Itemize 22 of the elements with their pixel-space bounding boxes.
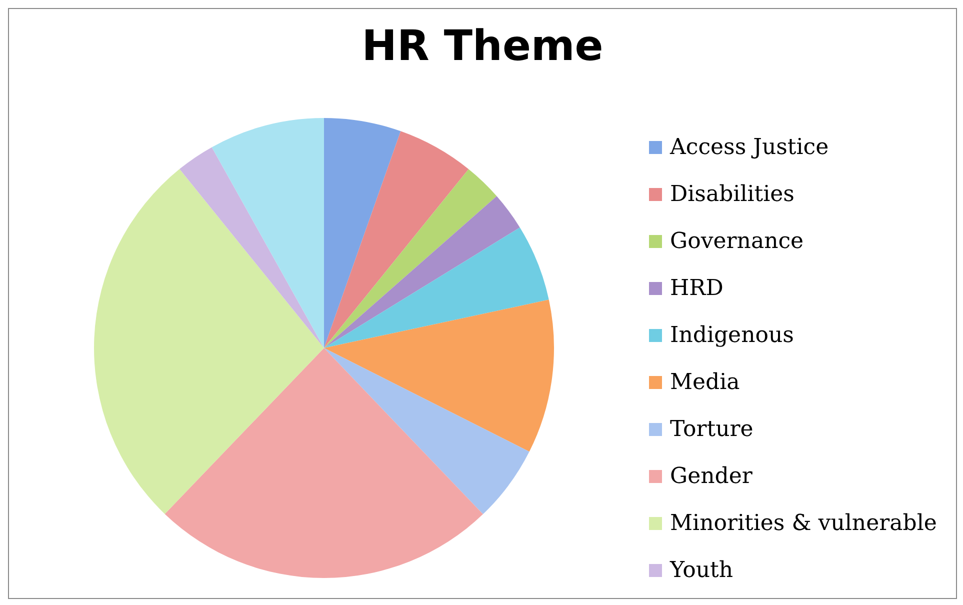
legend-label: Youth xyxy=(670,558,734,583)
pie-slice xyxy=(94,169,324,514)
pie-slice xyxy=(324,169,497,348)
legend-label: Disabilities xyxy=(670,182,794,207)
pie-slice xyxy=(324,300,554,452)
legend-label: Indigenous xyxy=(670,323,794,348)
pie-slice xyxy=(324,348,530,514)
pie-slice xyxy=(164,348,484,578)
legend-label: Gender xyxy=(670,464,752,489)
legend-label: HRD xyxy=(670,276,724,301)
legend-label: Torture xyxy=(670,417,754,442)
chart-title: HR Theme xyxy=(360,21,604,70)
legend-label: Media xyxy=(670,370,740,395)
pie-slice xyxy=(324,196,520,348)
pie-slice xyxy=(212,118,324,348)
pie-slice xyxy=(180,147,324,348)
legend-label: Minorities & vulnerable xyxy=(670,511,937,536)
legend-label: Governance xyxy=(670,229,804,254)
pie-slice xyxy=(324,131,469,348)
pie-slice xyxy=(324,118,401,348)
legend-label: Access Justice xyxy=(670,135,829,160)
pie-slice xyxy=(324,227,549,348)
